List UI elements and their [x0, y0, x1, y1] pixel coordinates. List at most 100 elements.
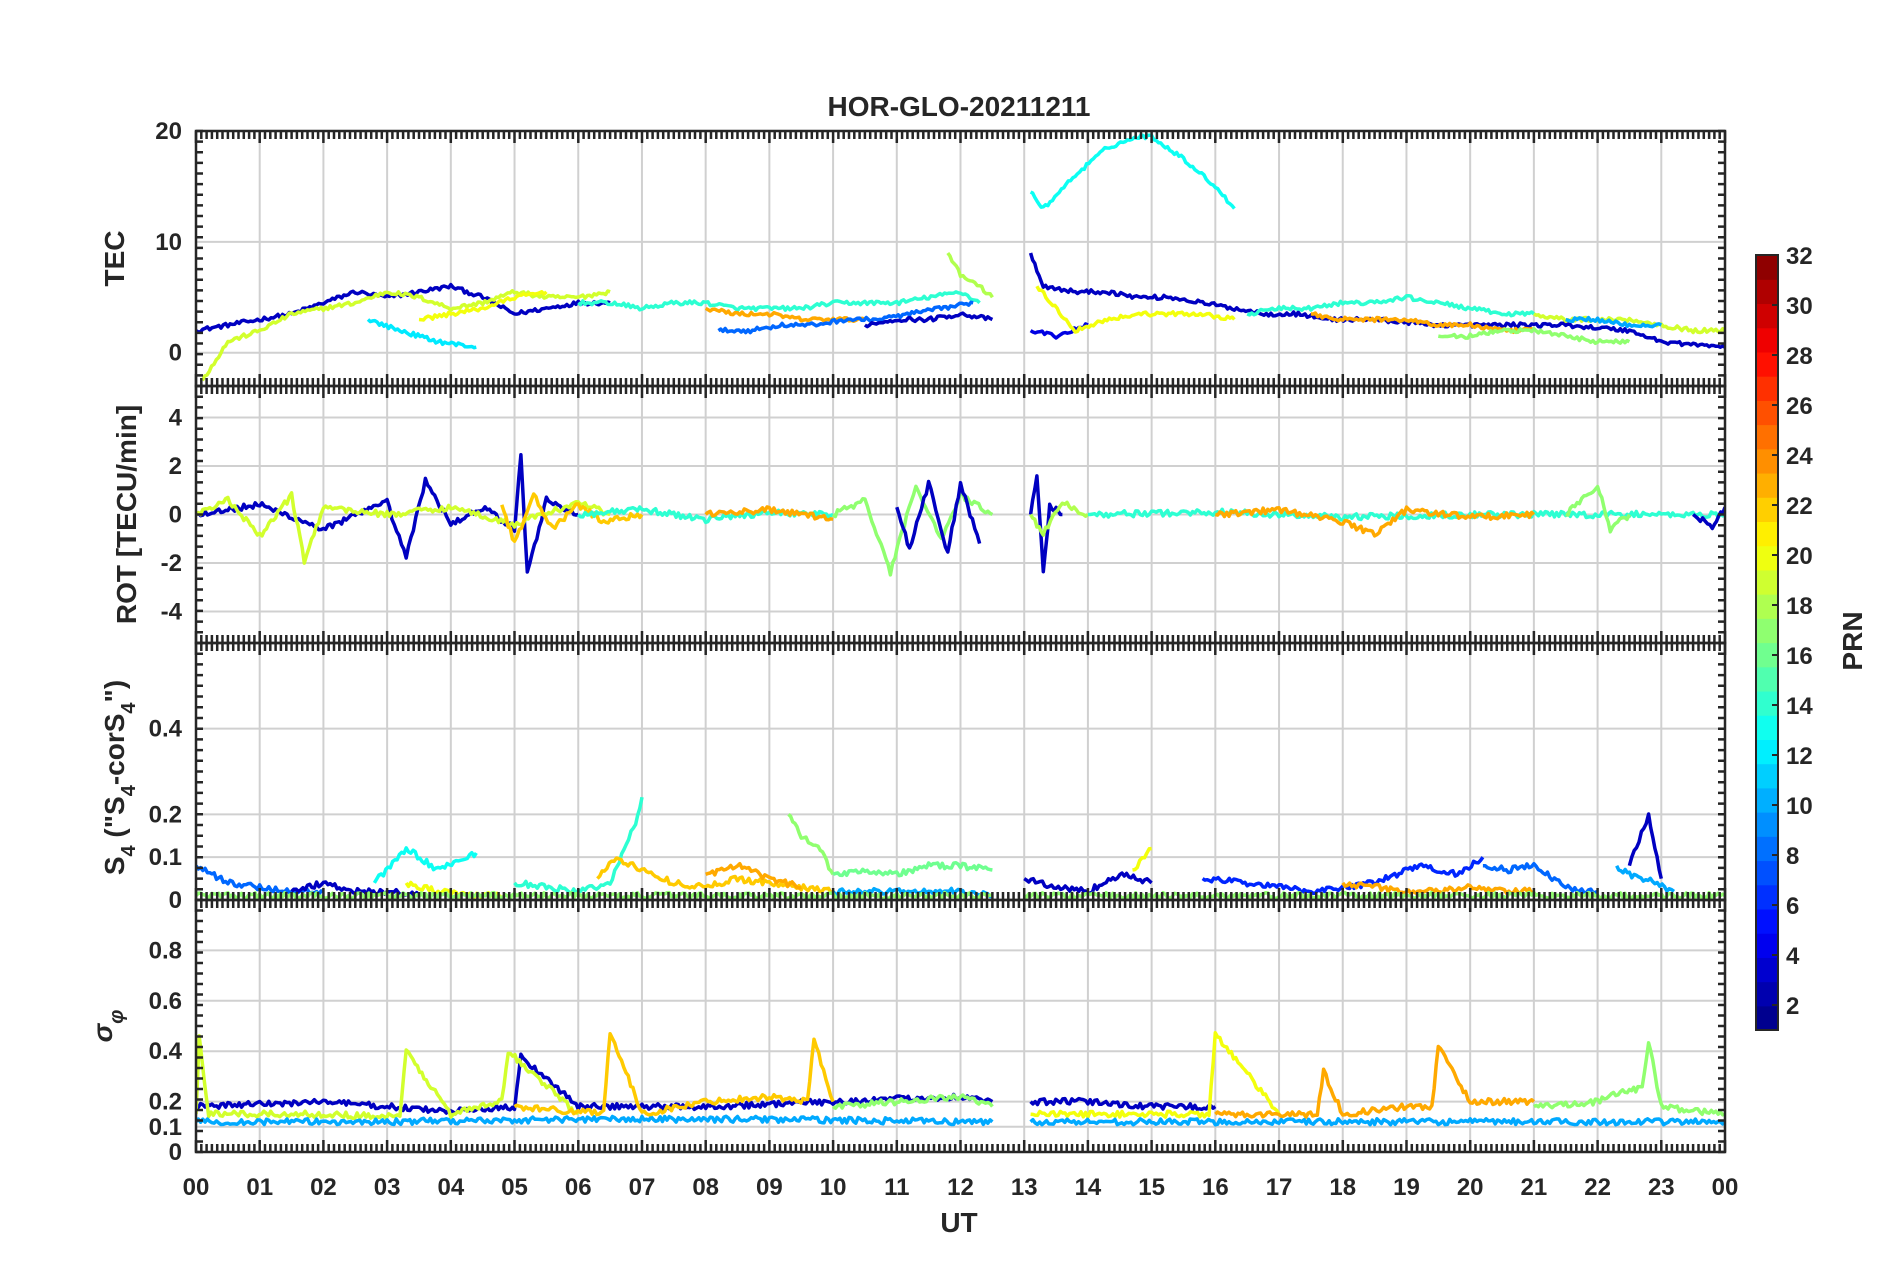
rot-y-tick-label: 0	[169, 502, 182, 529]
sigma-series-prn-19	[196, 1034, 580, 1120]
tec-series-prn-18	[946, 251, 994, 299]
tec-series-prn-20	[418, 290, 548, 322]
colorbar-segment	[1756, 1005, 1778, 1031]
sigma-tick-marks	[194, 898, 1727, 1154]
s4-y-axis-label: S4 ("S4-corS4")	[99, 680, 140, 875]
rot-y-tick-label: 4	[169, 405, 183, 432]
colorbar-tick-label: 22	[1786, 493, 1813, 520]
colorbar-segment	[1756, 497, 1778, 523]
sigma-series-prn-3	[196, 1052, 994, 1116]
colorbar-segment	[1756, 884, 1778, 910]
tec-series-prn-19	[200, 289, 611, 382]
sigma-y-axis-label: σφ	[87, 1010, 128, 1043]
s4-series-prn-8	[196, 864, 324, 897]
rot-series-prn-23	[704, 505, 834, 522]
sigma-series-prn-23	[1214, 1044, 1535, 1119]
colorbar-segment	[1756, 569, 1778, 595]
tec-series-prn-3	[863, 311, 994, 329]
colorbar-tick-label: 8	[1786, 843, 1799, 870]
s4-series-prn-17	[787, 813, 835, 876]
rot-y-axis-label: ROT [TECU/min]	[111, 405, 142, 624]
sigma-series-prn-3	[1029, 1096, 1217, 1112]
tec-series-prn-20	[1035, 285, 1236, 334]
x-tick-label: 15	[1138, 1174, 1165, 1201]
s4-series-prn-10	[1615, 864, 1676, 893]
rot-series-prn-19	[196, 491, 611, 565]
tec-series-prn-23	[1310, 311, 1536, 335]
colorbar-tick-label: 30	[1786, 293, 1813, 320]
x-tick-label: 21	[1521, 1174, 1548, 1201]
x-tick-label: 00	[1712, 1174, 1739, 1201]
colorbar-segment	[1756, 763, 1778, 789]
x-axis-label: UT	[940, 1207, 977, 1238]
colorbar-segment	[1756, 448, 1778, 474]
sigma-y-tick-label: 0.6	[149, 988, 182, 1015]
colorbar-tick-label: 14	[1786, 693, 1813, 720]
x-tick-label: 13	[1011, 1174, 1038, 1201]
colorbar-tick-label: 2	[1786, 993, 1799, 1020]
rot-tick-marks	[194, 384, 1727, 645]
tec-tick-marks	[194, 129, 1727, 388]
colorbar-tick-label: 24	[1786, 443, 1813, 470]
panel-tec: 0 10 20 TEC	[99, 118, 1727, 388]
sigma-series-prn-10	[1029, 1117, 1725, 1127]
s4-y-tick-label: 0.2	[149, 801, 182, 828]
x-tick-label: 19	[1393, 1174, 1420, 1201]
rot-series-prn-17	[1565, 484, 1631, 534]
colorbar-segment	[1756, 739, 1778, 765]
sigma-series-group	[196, 1031, 1725, 1127]
s4-y-tick-label: 0	[169, 887, 182, 914]
sigma-y-tick-label: 0.1	[149, 1114, 182, 1141]
x-tick-label: 12	[947, 1174, 974, 1201]
colorbar-segment	[1756, 618, 1778, 644]
tec-series-prn-12	[366, 318, 477, 350]
colorbar-segment	[1756, 424, 1778, 450]
x-tick-label: 11	[884, 1174, 909, 1201]
tec-series-prn-8	[717, 300, 974, 335]
colorbar-tick-label: 32	[1786, 243, 1813, 270]
colorbar-tick-label: 6	[1786, 893, 1799, 920]
x-tick-label: 20	[1457, 1174, 1484, 1201]
s4-series-prn-8	[1482, 861, 1599, 895]
sigma-series-prn-17	[1533, 1041, 1725, 1117]
panel-sigma: 00.10.2 0.4 0.6 0.8 σφ	[87, 898, 1727, 1166]
tec-y-tick-label: 20	[155, 118, 182, 145]
tec-y-tick-label: 10	[155, 229, 182, 256]
tec-y-tick-label: 0	[169, 340, 182, 367]
x-tick-label: 04	[437, 1174, 464, 1201]
x-tick-label: 01	[246, 1174, 273, 1201]
s4-tick-marks	[194, 641, 1727, 902]
colorbar-segment	[1756, 594, 1778, 619]
colorbar-segment	[1756, 545, 1778, 571]
x-tick-label: 10	[820, 1174, 847, 1201]
colorbar-segment	[1756, 812, 1778, 837]
x-tick-label: 14	[1075, 1174, 1102, 1201]
x-tick-label: 07	[629, 1174, 656, 1201]
x-tick-label: 02	[310, 1174, 337, 1201]
colorbar-box	[1755, 254, 1779, 1031]
colorbar-segment	[1756, 303, 1778, 329]
sigma-series-prn-17	[832, 1093, 994, 1110]
colorbar-segment	[1756, 715, 1778, 740]
s4-y-tick-label: 0.1	[149, 844, 182, 871]
x-tick-label: 18	[1329, 1174, 1356, 1201]
colorbar-segment	[1756, 255, 1778, 280]
rot-series-prn-3	[895, 479, 982, 554]
s4-y-tick-label: 0.4	[149, 716, 183, 743]
sigma-y-tick-label: 0.8	[149, 937, 182, 964]
x-tick-label: 17	[1266, 1174, 1293, 1201]
colorbar-segment	[1756, 279, 1778, 305]
tec-y-axis-label: TEC	[99, 231, 130, 287]
colorbar-segment	[1756, 933, 1778, 958]
rot-y-tick-label: -4	[161, 598, 183, 625]
colorbar-tick-label: 10	[1786, 793, 1813, 820]
colorbar-segment	[1756, 836, 1778, 862]
colorbar-segment	[1756, 860, 1778, 886]
s4-series-prn-23	[1341, 881, 1536, 896]
sigma-series-prn-10	[196, 1114, 994, 1127]
x-tick-label: 22	[1584, 1174, 1611, 1201]
rot-series-group	[196, 453, 1725, 577]
